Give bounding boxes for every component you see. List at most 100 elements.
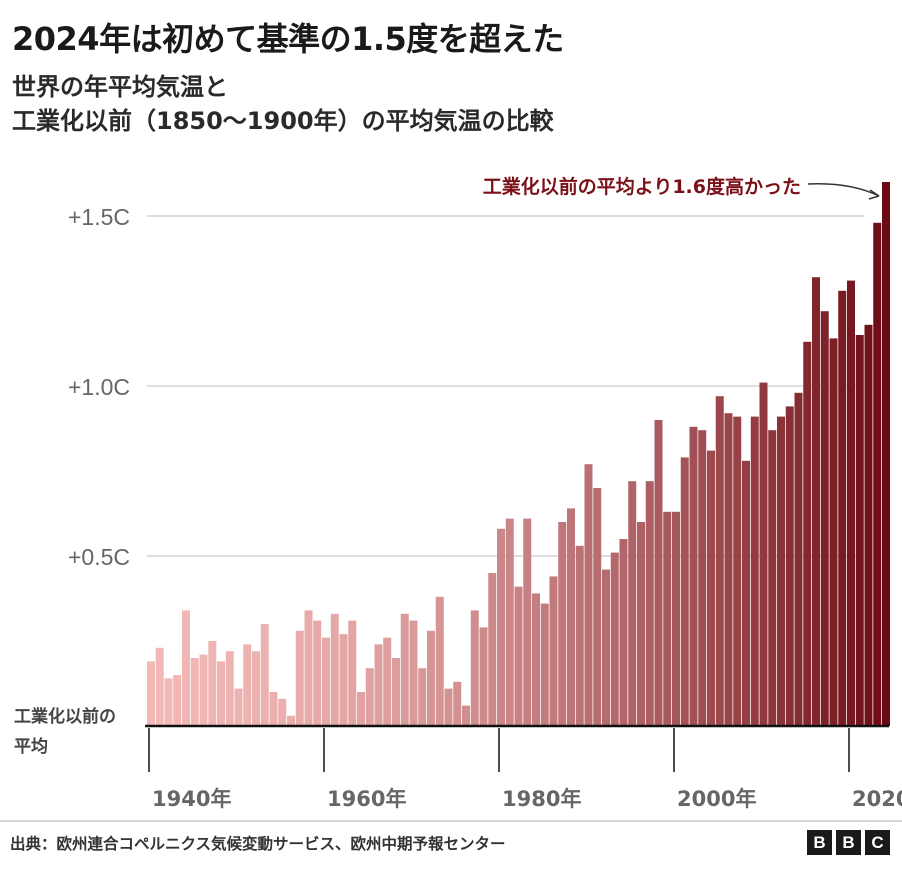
bbc-logo-letter: B (836, 830, 861, 855)
subtitle-line-1: 世界の年平均気温と (12, 73, 228, 101)
bar (549, 576, 558, 726)
bar (829, 338, 838, 726)
bar (374, 644, 383, 726)
bar (663, 511, 672, 726)
baseline-label: 工業化以前の (14, 706, 116, 727)
bar (243, 644, 252, 726)
x-tick-label: 1980年 (502, 787, 581, 811)
x-tick-label: 1940年 (152, 787, 231, 811)
bar (155, 647, 164, 726)
bar (418, 668, 427, 726)
bar (182, 610, 190, 726)
bar (847, 280, 855, 726)
y-tick-label: +1.0C (68, 374, 130, 400)
bar (488, 573, 497, 726)
bar (750, 416, 759, 726)
bar (330, 613, 339, 726)
x-tick-label: 2000年 (677, 787, 756, 811)
bar (724, 413, 733, 726)
bar (479, 627, 488, 726)
annotation-text: 工業化以前の平均より1.6度高かった (483, 175, 801, 198)
bar (777, 416, 785, 726)
bar (470, 610, 479, 726)
bar (873, 222, 882, 727)
bar (190, 658, 199, 726)
chart-subtitle: 世界の年平均気温と 工業化以前（1850〜1900年）の平均気温の比較 (12, 70, 554, 138)
bar (348, 620, 357, 726)
bar (523, 518, 532, 726)
bar (689, 426, 698, 726)
bar (803, 341, 812, 726)
bar (427, 630, 435, 726)
bar (514, 586, 523, 726)
bar (252, 651, 260, 726)
footer: 出典：欧州連合コペルニクス気候変動サービス、欧州中期予報センター B B C (0, 820, 902, 869)
x-tick-label: 2020年 (852, 787, 902, 811)
bar (637, 522, 645, 726)
bar (575, 545, 584, 726)
bar (715, 396, 724, 726)
bar (164, 678, 173, 726)
bbc-logo-letter: C (865, 830, 890, 855)
bar (462, 705, 470, 726)
bar (278, 698, 287, 726)
bar (260, 624, 269, 726)
bar (558, 522, 567, 726)
bar (733, 416, 742, 726)
bar (497, 528, 505, 726)
bar (820, 311, 829, 726)
bar (505, 518, 514, 726)
y-tick-label: +1.5C (68, 204, 130, 230)
bar (225, 651, 234, 726)
annotation: 工業化以前の平均より1.6度高かった (483, 175, 880, 200)
bar (628, 481, 637, 726)
bar (234, 688, 243, 726)
chart-title: 2024年は初めて基準の1.5度を超えた (12, 20, 564, 58)
bar (365, 668, 374, 726)
bar (147, 661, 155, 726)
bar (812, 277, 820, 726)
bar (864, 324, 873, 726)
bar (173, 675, 182, 726)
bar (698, 430, 707, 726)
bar (742, 460, 750, 726)
bar (785, 406, 794, 726)
bar (435, 596, 444, 726)
x-tick-label: 1960年 (327, 787, 406, 811)
bar (619, 539, 628, 726)
bar (838, 290, 847, 726)
bar (322, 637, 330, 726)
bar (532, 593, 540, 726)
bar (339, 634, 348, 726)
bar (357, 692, 365, 726)
bar (269, 692, 278, 726)
bar (383, 637, 392, 726)
bar (707, 450, 715, 726)
bar (680, 457, 689, 726)
axis-labels: +1.5C +1.0C +0.5C 工業化以前の平均 1940年 1960年 1980年 20… (14, 204, 902, 811)
bar (208, 641, 217, 726)
bar (672, 511, 680, 726)
bar (287, 715, 295, 726)
bar (313, 620, 322, 726)
bar (584, 464, 593, 726)
bar (400, 613, 409, 726)
bbc-logo: B B C (807, 830, 890, 855)
bar (444, 688, 453, 726)
bar (304, 610, 313, 726)
bar (593, 488, 602, 726)
subtitle-line-2: 工業化以前（1850〜1900年）の平均気温の比較 (12, 107, 554, 135)
bbc-logo-letter: B (807, 830, 832, 855)
bar (794, 392, 803, 726)
bar (409, 620, 418, 726)
bar (217, 661, 225, 726)
bar (610, 552, 619, 726)
bar (392, 658, 400, 726)
bar (295, 630, 304, 726)
bar (199, 654, 208, 726)
baseline-label: 平均 (14, 736, 48, 757)
bar (654, 420, 663, 726)
temperature-bar-chart: +1.5C +1.0C +0.5C 工業化以前の平均 1940年 1960年 1980年 20… (14, 175, 902, 811)
source-text: 出典：欧州連合コペルニクス気候変動サービス、欧州中期予報センター (10, 835, 506, 853)
bar (759, 382, 768, 726)
